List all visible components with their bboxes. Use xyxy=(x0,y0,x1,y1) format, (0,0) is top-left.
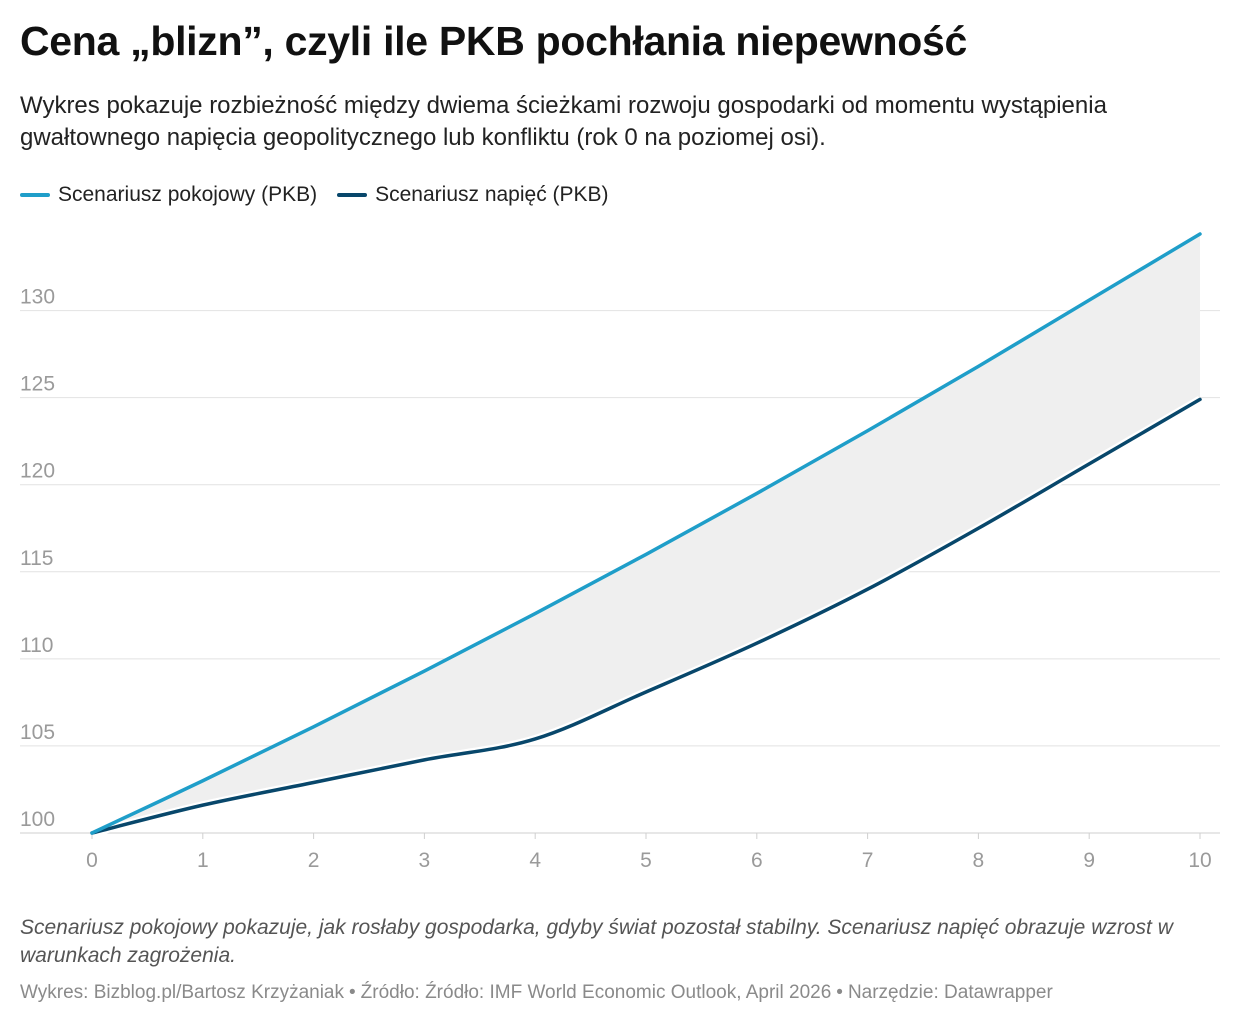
x-tick-label-10: 10 xyxy=(1188,849,1211,872)
y-tick-label-125: 125 xyxy=(20,373,55,396)
legend-item-peace: Scenariusz pokojowy (PKB) xyxy=(20,183,317,207)
chart-note: Scenariusz pokojowy pokazuje, jak rosłab… xyxy=(20,916,1173,967)
chart-footer: Wykres: Bizblog.pl/Bartosz Krzyżaniak • Źr… xyxy=(20,982,1053,1004)
chart-legend: Scenariusz pokojowy (PKB) Scenariusz nap… xyxy=(20,183,609,207)
legend-label-peace: Scenariusz pokojowy (PKB) xyxy=(58,183,318,206)
chart-title: Cena „blizn”, czyli ile PKB pochłania ni… xyxy=(20,18,968,64)
legend-item-tension: Scenariusz napięć (PKB) xyxy=(337,183,609,207)
legend-label-tension: Scenariusz napięć (PKB) xyxy=(375,183,609,206)
x-tick-label-8: 8 xyxy=(973,849,985,872)
y-tick-label-130: 130 xyxy=(20,286,55,309)
x-tick-label-6: 6 xyxy=(751,849,763,872)
x-tick-label-5: 5 xyxy=(640,849,652,872)
legend-swatch-tension xyxy=(337,193,368,197)
legend-swatch-peace xyxy=(20,193,50,197)
footer-tool: Narzędzie: Datawrapper xyxy=(847,982,1053,1003)
x-tick-label-0: 0 xyxy=(86,849,98,872)
footer-source: Źródło: Źródło: IMF World Economic Outlo… xyxy=(360,982,832,1003)
y-tick-label-100: 100 xyxy=(20,808,55,831)
line-chart: 100 105 110 115 120 125 130 0 1 2 3 4 5 6 7 8 9 10 xyxy=(20,232,1220,872)
y-tick-label-105: 105 xyxy=(20,721,55,744)
footer-separator-2: • xyxy=(836,982,843,1003)
x-tick-label-9: 9 xyxy=(1083,849,1095,872)
series-line-tension xyxy=(90,397,1202,835)
x-tick-label-2: 2 xyxy=(308,849,320,872)
x-tick-label-4: 4 xyxy=(529,849,541,872)
y-tick-label-115: 115 xyxy=(20,547,53,570)
series-line-peace xyxy=(90,232,1202,835)
footer-credit: Wykres: Bizblog.pl/Bartosz Krzyżaniak xyxy=(20,982,344,1003)
y-tick-label-110: 110 xyxy=(20,634,53,657)
x-tick-label-3: 3 xyxy=(419,849,431,872)
x-tick-label-7: 7 xyxy=(862,849,874,872)
x-tick-label-1: 1 xyxy=(197,849,209,872)
y-tick-label-120: 120 xyxy=(20,460,55,483)
footer-separator-1: • xyxy=(349,982,356,1003)
area-gap-between-series xyxy=(92,234,1200,833)
chart-subtitle: Wykres pokazuje rozbieżność między dwiem… xyxy=(20,92,1107,151)
